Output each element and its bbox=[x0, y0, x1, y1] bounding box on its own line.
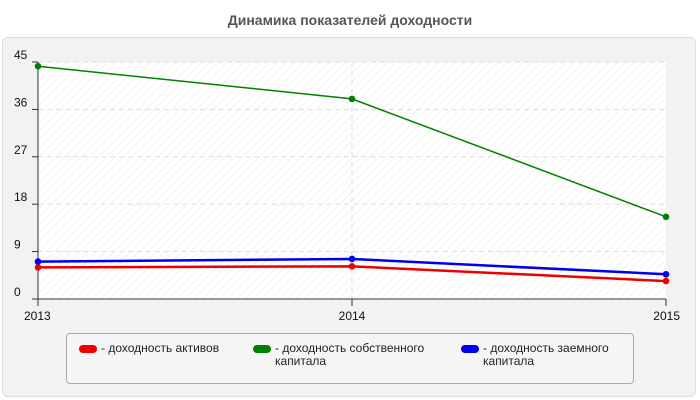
y-tick-label: 27 bbox=[14, 143, 28, 157]
series-0-point-2013[interactable] bbox=[34, 264, 42, 271]
series-layer bbox=[34, 62, 670, 285]
series-1-point-2015[interactable] bbox=[662, 213, 670, 221]
y-tick-label: 0 bbox=[14, 285, 21, 299]
series-0-point-2015[interactable] bbox=[662, 277, 670, 285]
series-1-point-2014[interactable] bbox=[348, 95, 356, 103]
series-2-point-2014[interactable] bbox=[348, 255, 356, 263]
legend-item-2[interactable]: - доходность заемного капитала bbox=[461, 342, 609, 368]
legend-swatch bbox=[461, 345, 479, 353]
legend: - доходность активов - доходность собстве… bbox=[66, 333, 634, 384]
series-0-point-2014[interactable] bbox=[348, 263, 356, 270]
y-tick-label: 36 bbox=[14, 95, 28, 109]
legend-item-0[interactable]: - доходность активов bbox=[79, 342, 219, 355]
series-2-point-2013[interactable] bbox=[34, 258, 42, 265]
legend-item-1[interactable]: - доходность собственного капитала bbox=[253, 342, 424, 368]
chart-title: Динамика показателей доходности bbox=[227, 12, 473, 28]
y-tick-label: 9 bbox=[14, 238, 21, 252]
legend-label: - доходность заемного капитала bbox=[483, 341, 609, 368]
y-tick-label: 18 bbox=[14, 190, 28, 204]
legend-label: - доходность собственного капитала bbox=[275, 341, 425, 368]
x-tick-label: 2013 bbox=[24, 309, 51, 323]
x-tick-label: 2015 bbox=[653, 309, 680, 323]
legend-label: - доходность активов bbox=[101, 341, 220, 355]
x-tick-label: 2014 bbox=[339, 309, 366, 323]
legend-swatch bbox=[79, 345, 97, 353]
series-2-point-2015[interactable] bbox=[662, 270, 670, 278]
y-tick-label: 45 bbox=[14, 48, 28, 62]
series-1-point-2013[interactable] bbox=[34, 62, 42, 70]
legend-swatch bbox=[253, 345, 271, 353]
